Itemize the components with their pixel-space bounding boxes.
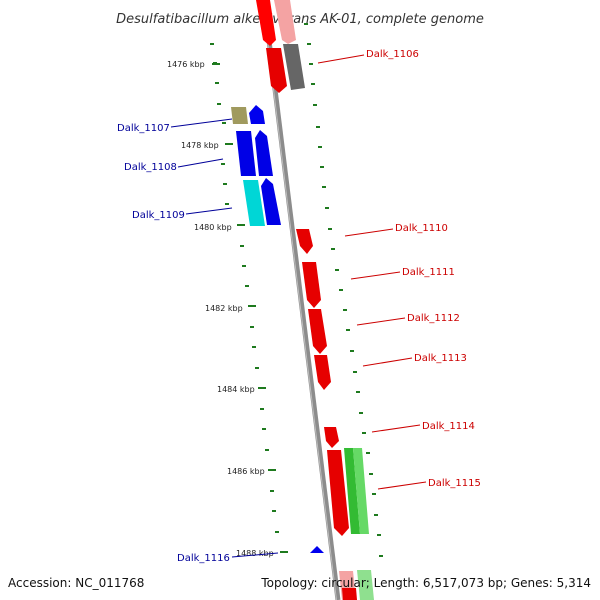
gene-feature-dalk-1113: [314, 355, 331, 390]
gene-label-dalk-1116[interactable]: Dalk_1116: [177, 553, 230, 564]
gene-feature-dalk-1115: [344, 448, 360, 534]
gene-label-dalk-1108[interactable]: Dalk_1108: [124, 162, 177, 173]
gene-label-dalk-1107[interactable]: Dalk_1107: [117, 123, 170, 134]
gene-feature-blue-2: [255, 130, 273, 176]
scale-label-1480: 1480 kbp: [194, 223, 232, 232]
gene-feature-dalk-1116: [310, 546, 324, 553]
scale-ruler-right: [304, 23, 383, 557]
gene-feature-dalk-1111: [302, 262, 321, 308]
gene-feature-grey: [283, 44, 305, 90]
genome-backbone-highlight: [262, 0, 337, 600]
gene-feature: [357, 570, 374, 600]
gene-feature-dalk-1110: [296, 229, 313, 254]
gene-feature: [274, 0, 296, 44]
gene-label-dalk-1114[interactable]: Dalk_1114: [422, 421, 475, 432]
gene-feature-dalk-1109: [243, 180, 265, 226]
scale-major-ticks: [212, 63, 288, 553]
gene-label-dalk-1110[interactable]: Dalk_1110: [395, 223, 448, 234]
scale-label-1486: 1486 kbp: [227, 467, 265, 476]
gene-label-dalk-1106[interactable]: Dalk_1106: [366, 49, 419, 60]
gene-label-dalk-1115[interactable]: Dalk_1115: [428, 478, 481, 489]
scale-label-1478: 1478 kbp: [181, 141, 219, 150]
gene-feature-dalk-1106: [266, 48, 287, 93]
gene-feature-dalk-1112: [308, 309, 327, 354]
gene-label-dalk-1111[interactable]: Dalk_1111: [402, 267, 455, 278]
gene-label-dalk-1109[interactable]: Dalk_1109: [132, 210, 185, 221]
gene-label-dalk-1113[interactable]: Dalk_1113: [414, 353, 467, 364]
gene-feature-dalk-1115-red: [327, 450, 349, 536]
genome-backbone: [261, 0, 341, 600]
gene-feature-green-2: [353, 448, 369, 534]
gene-feature-dalk-1114: [324, 427, 339, 448]
gene-features: [231, 0, 374, 600]
gene-feature-dalk-1107: [231, 107, 248, 124]
gene-feature-dalk-1108: [236, 131, 256, 176]
gene-feature: [342, 588, 357, 600]
label-leaders: [170, 54, 427, 558]
scale-label-1484: 1484 kbp: [217, 385, 255, 394]
gene-feature: [256, 0, 276, 46]
genome-title: Desulfatibacillum alkenivorans AK-01, co…: [116, 12, 484, 27]
scale-label-1488: 1488 kbp: [236, 549, 274, 558]
scale-ruler-left: [210, 43, 279, 533]
scale-label-1482: 1482 kbp: [205, 304, 243, 313]
genome-summary-text: Topology: circular; Length: 6,517,073 bp…: [260, 576, 591, 590]
scale-label-1476: 1476 kbp: [167, 60, 205, 69]
gene-feature-blue-3: [261, 178, 281, 225]
gene-label-dalk-1112[interactable]: Dalk_1112: [407, 313, 460, 324]
accession-text: Accession: NC_011768: [8, 576, 144, 590]
gene-feature-blue-small: [249, 105, 265, 124]
